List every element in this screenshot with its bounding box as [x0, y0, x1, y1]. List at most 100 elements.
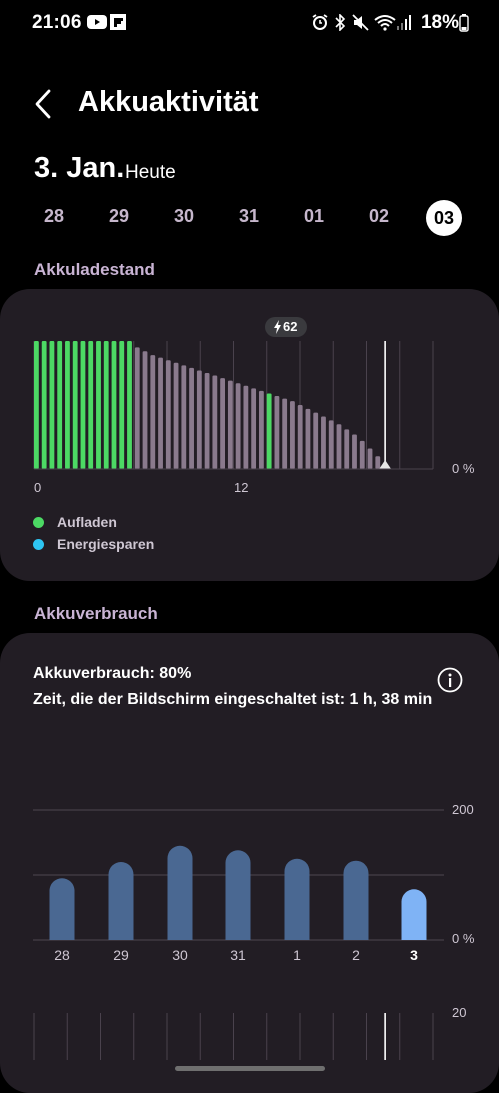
day-30[interactable]: 30 [173, 206, 195, 226]
charge-marker-value: 62 [283, 319, 298, 334]
legend-dot-power-saving [33, 539, 44, 550]
level-bar [181, 365, 187, 469]
level-bar [258, 390, 264, 469]
level-bar [367, 448, 373, 469]
battery-percent: 18% [420, 12, 459, 33]
current-time-marker [379, 460, 392, 469]
section-label-battery-level: Akkuladestand [34, 260, 155, 279]
level-bar-charging [49, 341, 55, 469]
level-bar [158, 357, 163, 469]
level-bar [173, 362, 179, 469]
day-01[interactable]: 01 [303, 206, 325, 226]
level-bar [305, 408, 311, 469]
level-bar [282, 398, 288, 469]
level-bar-charging [34, 341, 39, 469]
level-bar [189, 367, 194, 469]
info-icon[interactable] [437, 667, 463, 693]
level-bar-charging [266, 393, 272, 469]
level-bar [344, 429, 350, 469]
level-bar [212, 375, 218, 469]
level-bar [150, 355, 156, 469]
usage-x-label-31: 31 [230, 947, 246, 963]
level-bar [328, 420, 334, 469]
level-bar [220, 378, 226, 469]
level-bar [251, 388, 257, 469]
usage-y-label-bottom: 0 % [452, 931, 475, 946]
level-bar-charging [127, 341, 132, 469]
day-31[interactable]: 31 [238, 206, 260, 226]
usage-bar-29 [108, 862, 134, 940]
level-bar [336, 424, 342, 469]
day-28[interactable]: 28 [43, 206, 65, 226]
level-bar [375, 456, 381, 469]
usage-x-label-29: 29 [113, 947, 129, 963]
level-bar-charging [88, 341, 94, 469]
level-x-label-12: 12 [234, 480, 249, 495]
legend-dot-charging [33, 517, 44, 528]
signal-icon [397, 15, 411, 30]
level-bar [142, 351, 148, 469]
usage-x-label-1: 1 [293, 947, 301, 963]
mute-icon [352, 14, 369, 31]
level-bar [321, 416, 326, 469]
back-arrow-icon[interactable] [32, 88, 54, 120]
usage-x-label-3: 3 [410, 947, 418, 963]
charge-marker-badge: 62 [265, 317, 307, 337]
level-x-label-0: 0 [34, 480, 42, 495]
bluetooth-icon [335, 14, 346, 31]
section-label-battery-usage: Akkuverbrauch [34, 604, 158, 623]
level-bar-charging [111, 341, 117, 469]
level-bar [359, 440, 365, 469]
level-bar-charging [57, 341, 63, 469]
level-bar-charging [72, 341, 78, 469]
usage-bar-28 [49, 878, 75, 940]
level-bar-charging [119, 341, 125, 469]
level-bar [235, 383, 241, 469]
level-bar-charging [65, 341, 70, 469]
day-02[interactable]: 02 [368, 206, 390, 226]
battery-icon [459, 14, 469, 32]
date-main: 3. Jan. [34, 152, 125, 184]
level-bar [290, 401, 295, 469]
level-bar [352, 434, 357, 469]
usage-percent-text: Akkuverbrauch: 80% [33, 665, 192, 682]
level-bar-charging [103, 341, 109, 469]
status-time: 21:06 [32, 12, 82, 33]
lightning-icon [274, 320, 281, 334]
usage-bar-31 [225, 850, 251, 940]
gesture-nav-bar[interactable] [175, 1066, 325, 1071]
level-bar [274, 396, 280, 469]
usage-y-label-top: 200 [452, 802, 474, 817]
usage-x-label-2: 2 [352, 947, 360, 963]
battery-level-chart [33, 341, 434, 470]
usage-bar-1 [284, 858, 310, 940]
screen-on-time-text: Zeit, die der Bildschirm eingeschaltet i… [33, 691, 433, 708]
level-bar [204, 373, 210, 469]
legend-label-charging: Aufladen [57, 514, 117, 530]
level-bar-charging [80, 341, 86, 469]
level-bar [227, 380, 233, 469]
level-bar [196, 370, 202, 469]
level-bar-charging [96, 341, 101, 469]
level-bar [134, 347, 140, 469]
usage-bar-30 [167, 845, 193, 940]
screen-time-y-label: 20 [452, 1005, 467, 1020]
level-bar [243, 385, 249, 469]
youtube-icon [87, 15, 107, 29]
level-bar [313, 412, 319, 469]
usage-x-label-28: 28 [54, 947, 70, 963]
usage-bar-3 [401, 889, 427, 940]
wifi-icon [374, 15, 396, 31]
battery-usage-chart [33, 809, 444, 941]
date-today: Heute [125, 162, 176, 183]
flipboard-icon [110, 14, 126, 30]
alarm-icon [312, 14, 328, 30]
legend-label-power-saving: Energiesparen [57, 536, 155, 552]
day-29[interactable]: 29 [108, 206, 130, 226]
level-y-label: 0 % [452, 461, 475, 476]
day-03[interactable]: 03 [426, 200, 462, 236]
page-title: Akkuaktivität [78, 86, 259, 118]
level-bar [297, 405, 303, 469]
screen-time-chart [33, 1013, 434, 1060]
level-bar [165, 360, 171, 469]
